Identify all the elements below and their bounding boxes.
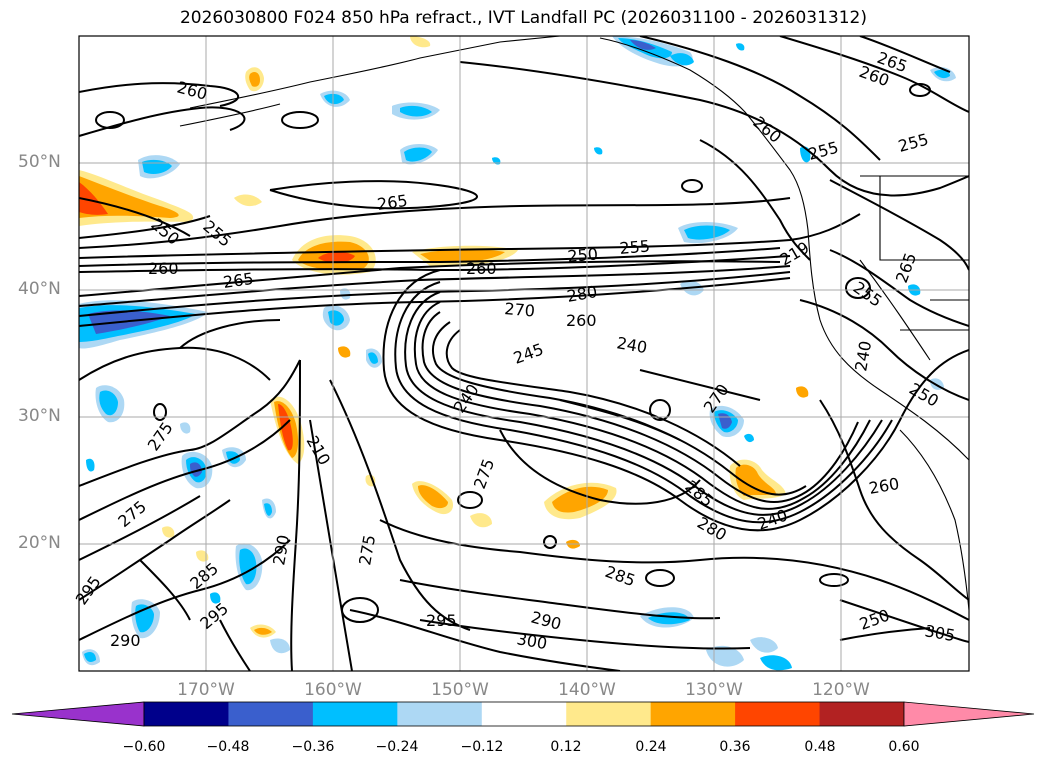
graticule [79, 36, 969, 671]
lat-label: 40°N [18, 279, 61, 299]
chart-title: 2026030800 F024 850 hPa refract., IVT La… [179, 8, 867, 28]
colorbar-tick-label: −0.60 [122, 739, 166, 755]
contour-label: 270 [504, 299, 536, 321]
colorbar-cell [312, 702, 398, 726]
contour-label: 260 [148, 259, 179, 278]
colorbar-tick-label: 0.36 [719, 739, 751, 755]
colorbar-cell [819, 702, 905, 726]
colorbar-tick-label: −0.48 [206, 739, 250, 755]
lon-label: 140°W [558, 680, 616, 700]
lat-label: 50°N [18, 152, 61, 172]
colorbar-cell [481, 702, 567, 726]
lat-label: 20°N [18, 533, 61, 553]
lon-label: 120°W [812, 680, 870, 700]
colorbar-tick-label: 0.60 [888, 739, 920, 755]
colorbar-cell [735, 702, 821, 726]
colorbar-tick-label: −0.36 [291, 739, 335, 755]
refractivity-contours [79, 36, 969, 671]
colorbar-tick-label: 0.24 [635, 739, 667, 755]
colorbar [11, 701, 1035, 727]
shaded-anomalies [79, 36, 956, 671]
colorbar-cell [228, 702, 314, 726]
colorbar-cell [397, 702, 483, 726]
colorbar-tick-label: −0.12 [460, 739, 504, 755]
contour-label: 265 [222, 269, 255, 292]
contour-label: 290 [110, 631, 141, 650]
contour-label: 295 [426, 611, 457, 630]
contour-label: 250 [567, 244, 599, 266]
contour-label: 255 [619, 236, 651, 258]
map-frame [78, 35, 970, 672]
lon-label: 160°W [304, 680, 362, 700]
colorbar-extend-high [903, 701, 1035, 727]
coastlines [179, 36, 969, 611]
lon-label: 130°W [685, 680, 743, 700]
colorbar-tick-label: 0.12 [550, 739, 582, 755]
colorbar-cell [650, 702, 736, 726]
contour-label: 260 [466, 259, 497, 278]
colorbar-tick-label: 0.48 [804, 739, 836, 755]
colorbar-tick-label: −0.24 [375, 739, 419, 755]
lon-label: 170°W [177, 680, 235, 700]
contour-label: 260 [566, 311, 597, 330]
colorbar-cell [144, 702, 229, 726]
lat-label: 30°N [18, 406, 61, 426]
lon-label: 150°W [431, 680, 489, 700]
colorbar-extend-low [11, 701, 145, 727]
colorbar-cell [566, 702, 652, 726]
contour-label: 265 [376, 191, 409, 214]
colorbar-cells [143, 701, 905, 727]
